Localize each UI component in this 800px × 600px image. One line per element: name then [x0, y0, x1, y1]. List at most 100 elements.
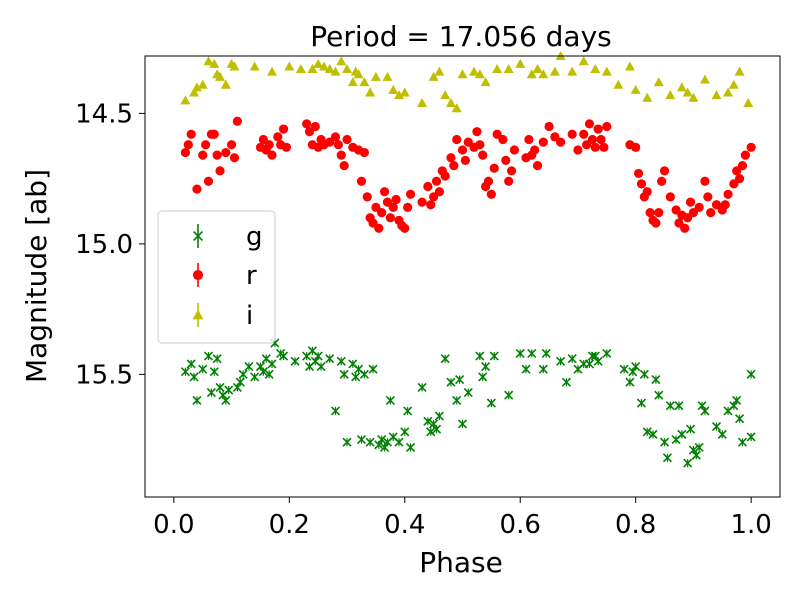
data-point-i [394, 90, 404, 100]
data-point-g [737, 437, 748, 447]
data-point-i [653, 77, 664, 87]
data-point-g [336, 356, 346, 366]
data-point-g [209, 367, 219, 377]
data-point-g [221, 395, 231, 406]
data-point-g [694, 442, 704, 452]
data-point-r [457, 145, 468, 155]
data-point-i [295, 64, 306, 74]
data-point-r [723, 189, 733, 199]
data-point-g [192, 395, 202, 406]
data-point-r [587, 134, 597, 145]
data-point-r [645, 207, 655, 218]
data-point-i [642, 92, 653, 102]
y-axis: 14.5 15.0 15.5 [75, 99, 145, 390]
data-point-r [403, 202, 413, 212]
data-point-r [198, 150, 208, 160]
data-point-g [685, 424, 696, 434]
data-point-g [235, 377, 245, 387]
legend-label-r: r [246, 261, 257, 291]
data-point-r [501, 155, 511, 165]
x-tick-label: 0.8 [615, 510, 656, 540]
x-tick-label: 0.4 [384, 510, 425, 540]
data-point-r [356, 176, 367, 186]
data-point-r [590, 142, 600, 152]
data-point-i [249, 61, 260, 71]
data-point-g [527, 348, 537, 359]
data-point-g [264, 369, 274, 379]
data-point-g [215, 382, 225, 392]
data-point-g [330, 406, 341, 416]
data-point-i [734, 66, 745, 76]
data-point-r [720, 200, 730, 210]
data-point-i [382, 71, 393, 81]
data-point-i [267, 66, 277, 76]
data-point-i [388, 84, 399, 94]
data-point-i [532, 64, 543, 74]
data-point-i [590, 64, 601, 74]
data-point-i [699, 74, 710, 84]
data-point-r [362, 192, 372, 202]
data-point-r [391, 194, 401, 205]
data-point-i [526, 69, 537, 79]
data-point-i [215, 71, 226, 81]
legend-entry-r: r [192, 261, 257, 291]
data-point-r [651, 218, 661, 228]
data-point-i [313, 58, 324, 68]
data-point-g [316, 361, 326, 372]
data-point-r [192, 184, 202, 194]
data-point-r [201, 140, 211, 150]
data-point-g [440, 354, 450, 364]
data-point-g [342, 437, 352, 447]
data-point-i [365, 87, 376, 97]
data-point-r [659, 166, 670, 176]
x-tick-label: 0.0 [153, 510, 194, 540]
data-point-g [180, 367, 190, 377]
data-point-r [434, 187, 445, 197]
data-point-r [680, 223, 690, 233]
data-point-r [278, 124, 289, 134]
data-point-r [579, 129, 589, 139]
data-point-i [284, 61, 295, 71]
data-point-i [440, 90, 451, 100]
data-point-i [197, 79, 208, 89]
data-point-r [700, 176, 710, 186]
y-tick-label: 14.5 [75, 99, 133, 129]
data-point-g [339, 369, 349, 379]
data-point-i [434, 66, 445, 76]
data-point-r [229, 153, 240, 163]
data-point-g [732, 395, 742, 406]
data-point-r [281, 142, 292, 152]
data-point-r [694, 202, 704, 212]
data-point-g [521, 364, 531, 374]
data-point-r [509, 145, 520, 155]
chart-title: Period = 17.056 days [310, 20, 612, 53]
data-point-g [735, 414, 745, 424]
data-point-g [659, 437, 670, 447]
data-point-i [613, 79, 624, 89]
data-point-g [463, 388, 473, 398]
data-point-i [457, 69, 468, 79]
data-point-r [573, 145, 583, 155]
data-point-g [351, 372, 361, 382]
series-g [180, 338, 756, 468]
data-point-r [530, 145, 540, 155]
data-point-g [452, 395, 462, 406]
data-point-i [330, 66, 341, 76]
data-point-r [657, 176, 667, 186]
data-point-r [584, 119, 595, 129]
data-point-r [221, 147, 231, 158]
data-point-r [267, 150, 277, 160]
data-point-g [290, 356, 300, 366]
data-point-r [180, 147, 191, 158]
data-point-g [746, 432, 756, 442]
data-point-g [400, 427, 410, 437]
data-point-r [703, 192, 713, 202]
data-point-g [538, 364, 548, 374]
data-point-r [417, 197, 427, 207]
data-point-g [639, 369, 649, 379]
data-point-i [229, 61, 240, 71]
data-point-g [683, 458, 693, 468]
data-point-r [374, 223, 384, 233]
